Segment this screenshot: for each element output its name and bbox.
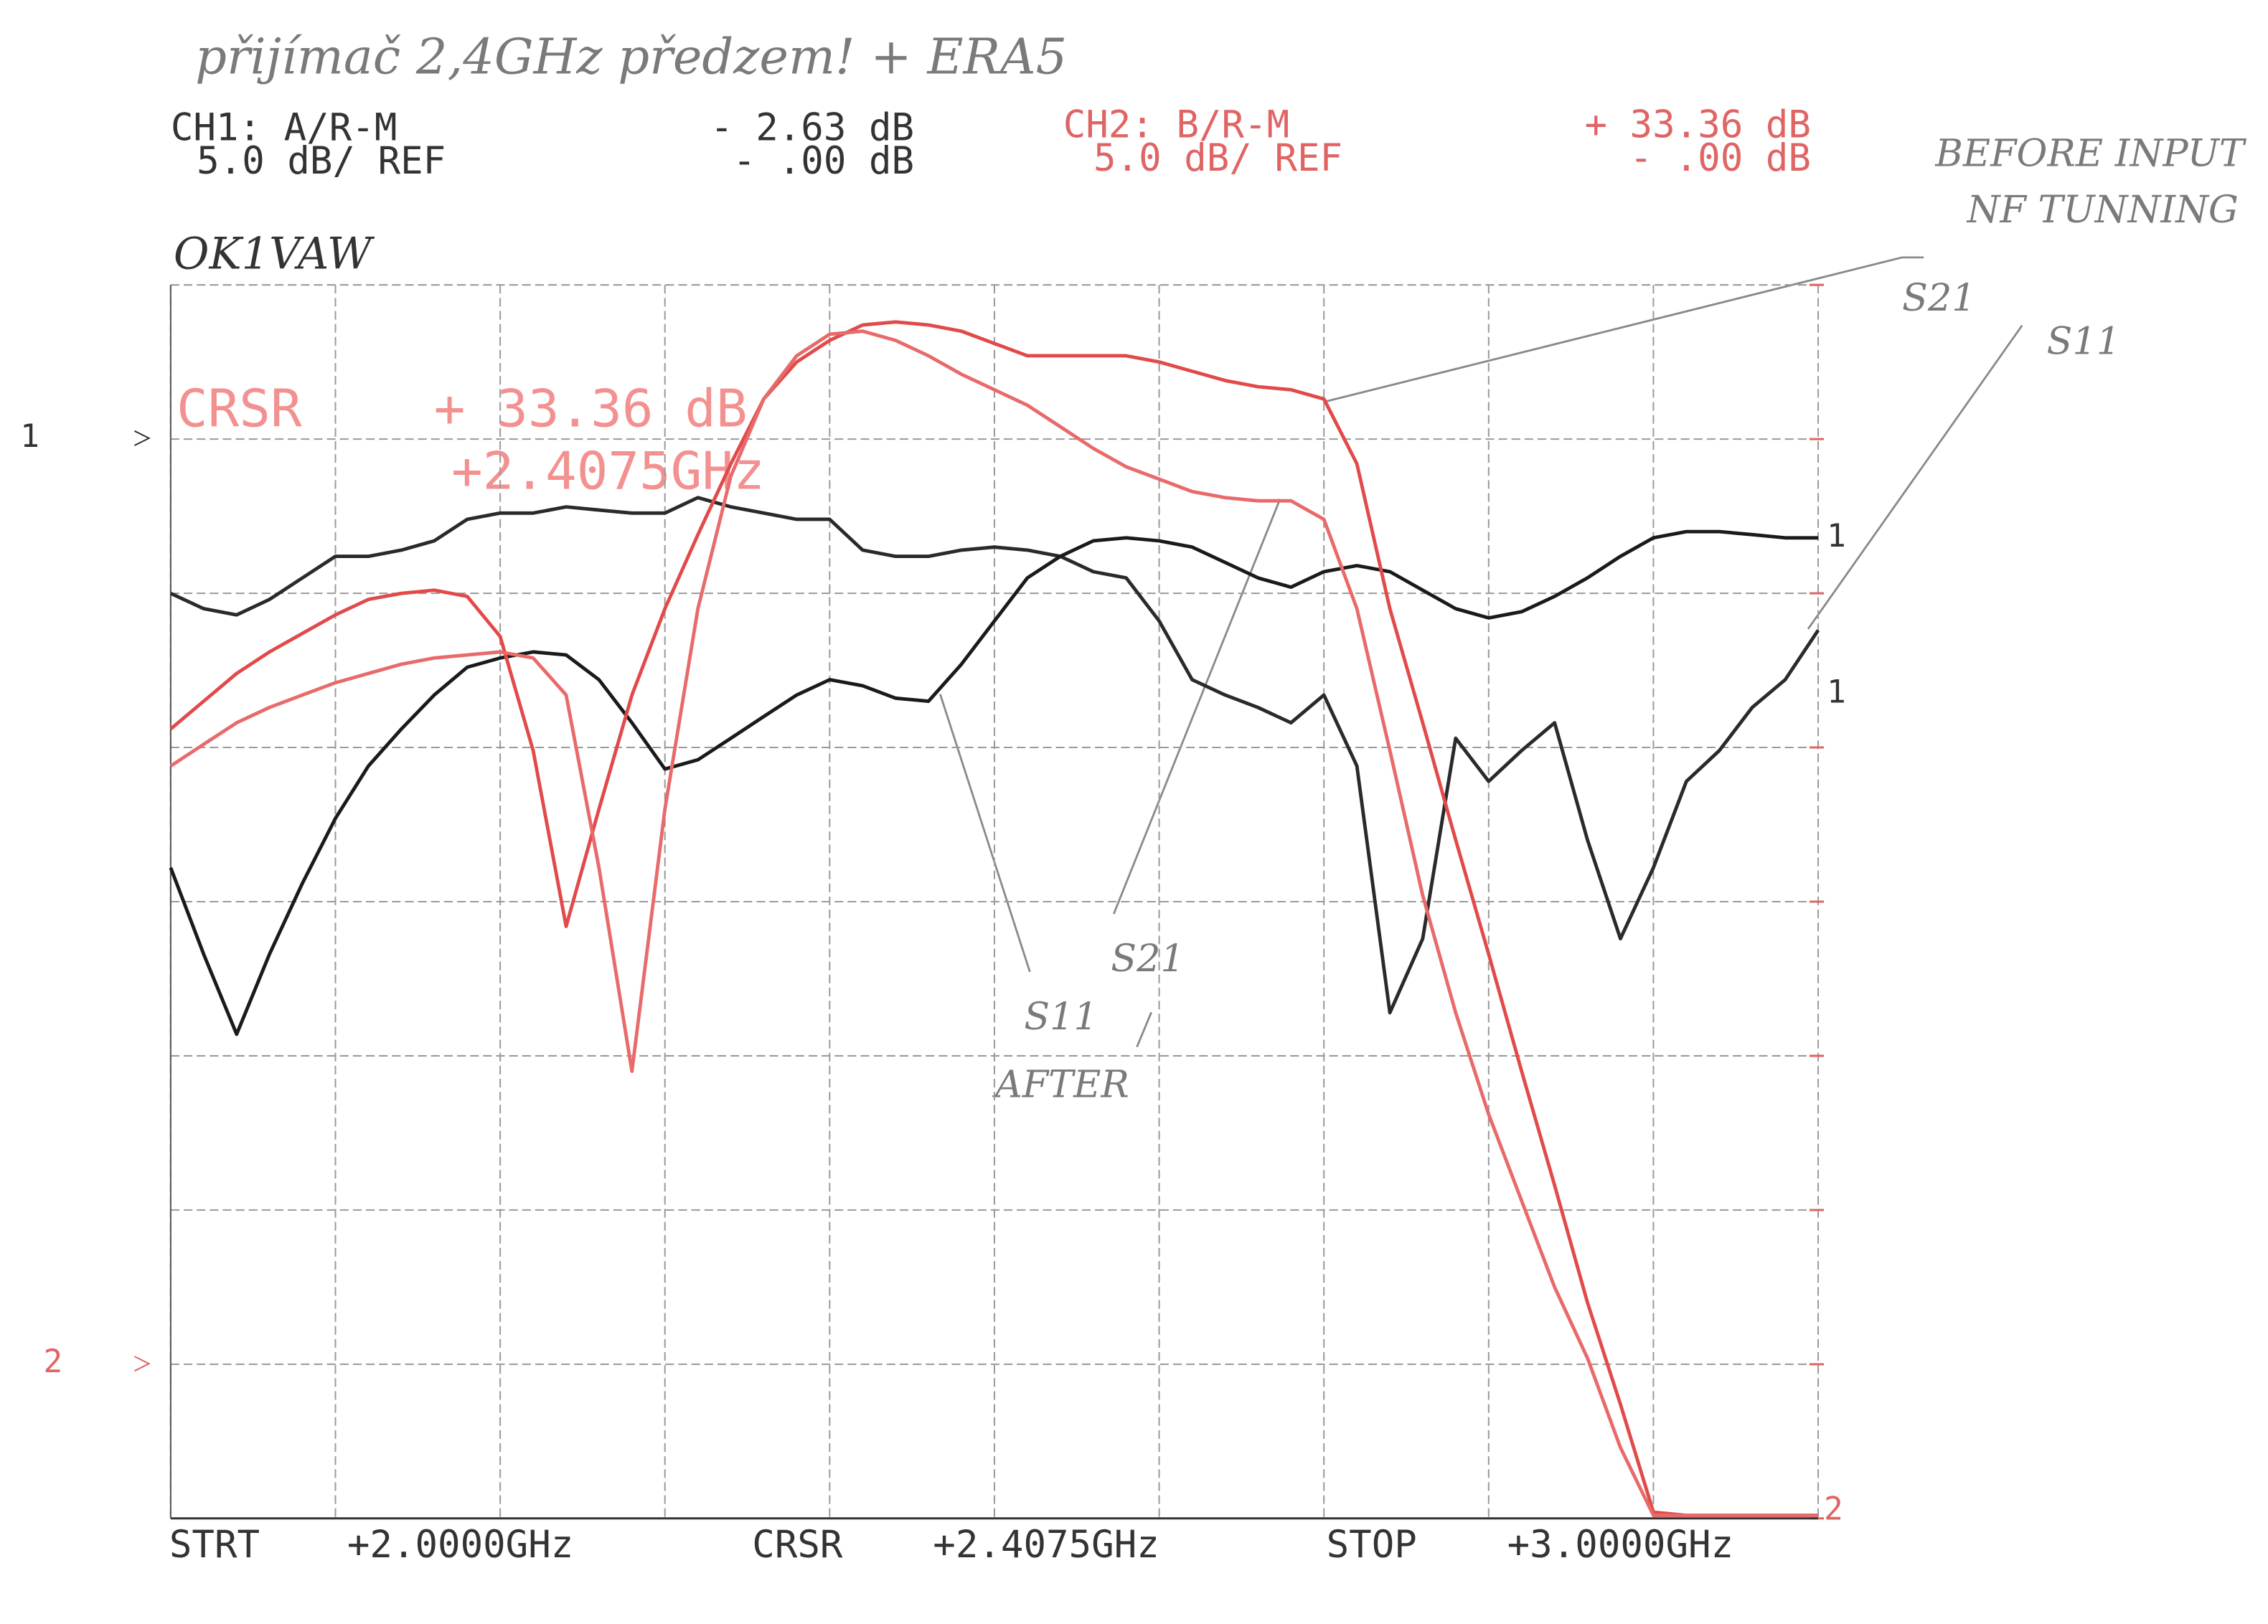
ch2-label: CH2: B/R-M — [1063, 103, 1290, 146]
trace — [169, 329, 1819, 1517]
cursor-freq: +2.4075GHz — [451, 441, 765, 501]
annotation: NF TUNNING — [1966, 188, 2239, 232]
ch2-scale: 5.0 dB/ REF — [1093, 136, 1342, 180]
ch2-value: + 33.36 dB — [1584, 103, 1811, 146]
footer-cursor: CRSR — [752, 1523, 843, 1567]
ch1-value: - 2.63 dB — [710, 105, 914, 149]
trace-end-label: 2 — [1824, 1491, 1843, 1528]
ch1-scale: 5.0 dB/ REF — [197, 139, 446, 183]
leader-line — [1323, 256, 1903, 403]
footer-start: STRT — [169, 1523, 260, 1567]
footer-start-freq: +2.0000GHz — [347, 1523, 574, 1567]
ref-chevron — [134, 1356, 151, 1372]
annotation: S11 — [2047, 319, 2121, 363]
leader-line — [1112, 499, 1281, 915]
footer-cursor-freq: +2.4075GHz — [933, 1523, 1159, 1567]
station: OK1VAW — [174, 229, 375, 279]
ch1-label: CH1: A/R-M — [171, 105, 397, 149]
trace-end-label: 1 — [1827, 674, 1846, 711]
footer-stop-freq: +3.0000GHz — [1507, 1523, 1734, 1567]
ch2-ref: - .00 dB — [1630, 136, 1811, 180]
annotation: S21 — [1111, 937, 1185, 981]
ref-marker: 1 — [20, 418, 39, 455]
annotation: AFTER — [992, 1063, 1129, 1107]
annotation: BEFORE INPUT — [1934, 131, 2247, 175]
annotation: S21 — [1902, 276, 1976, 320]
chart-title: přijímač 2,4GHz předzem! + ERA5 — [195, 29, 1067, 86]
cursor-label: CRSR — [177, 379, 302, 440]
ch1-ref: - .00 dB — [733, 139, 914, 183]
leader-line — [1807, 324, 2023, 630]
annotation: S11 — [1024, 995, 1098, 1039]
ref-marker: 2 — [43, 1344, 62, 1380]
trace — [169, 320, 1819, 1517]
leader-line — [1136, 1011, 1152, 1048]
trace-end-label: 1 — [1827, 518, 1846, 554]
trace — [169, 529, 1819, 1037]
trace — [169, 496, 1820, 1015]
cursor-value: + 33.36 dB — [434, 379, 748, 440]
footer-stop: STOP — [1327, 1523, 1417, 1567]
ref-chevron — [134, 430, 151, 446]
leader-line — [939, 694, 1031, 973]
